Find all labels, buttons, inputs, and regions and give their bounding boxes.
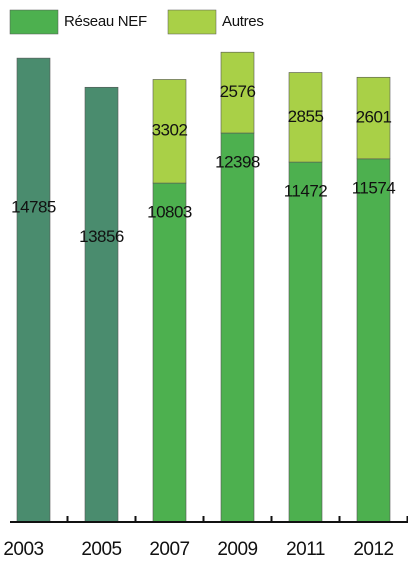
x-tick-label: 2003 [3,539,43,560]
bar-segment [220,51,255,134]
data-label: 2601 [356,108,392,127]
data-label: 12398 [215,152,260,171]
data-label: 11472 [284,182,328,201]
bar-segment [84,86,119,523]
data-label: 11574 [352,178,396,197]
bar-segment [288,161,323,523]
legend-label: Autres [222,13,264,30]
x-tick-label: 2005 [81,539,121,560]
data-label: 13856 [79,227,124,246]
bar-segment [152,79,187,184]
legend-swatch [167,9,217,35]
data-label: 2576 [220,82,256,101]
x-tick-label: 2007 [149,539,189,560]
bar-segment [220,132,255,523]
data-label: 10803 [147,203,192,222]
x-tick-label: 2009 [217,539,257,560]
bar-segment [288,72,323,163]
data-label: 3302 [152,121,188,140]
x-tick-label: 2011 [286,539,325,560]
legend-swatch [9,9,59,35]
data-label: 14785 [11,198,56,217]
bar-segment [356,158,391,523]
bar-segment [152,182,187,523]
bar-segment [16,57,51,523]
legend-label: Réseau NEF [64,13,147,30]
x-tick-label: 2012 [353,539,393,560]
data-label: 2855 [288,107,324,126]
bar-segment [356,76,391,160]
